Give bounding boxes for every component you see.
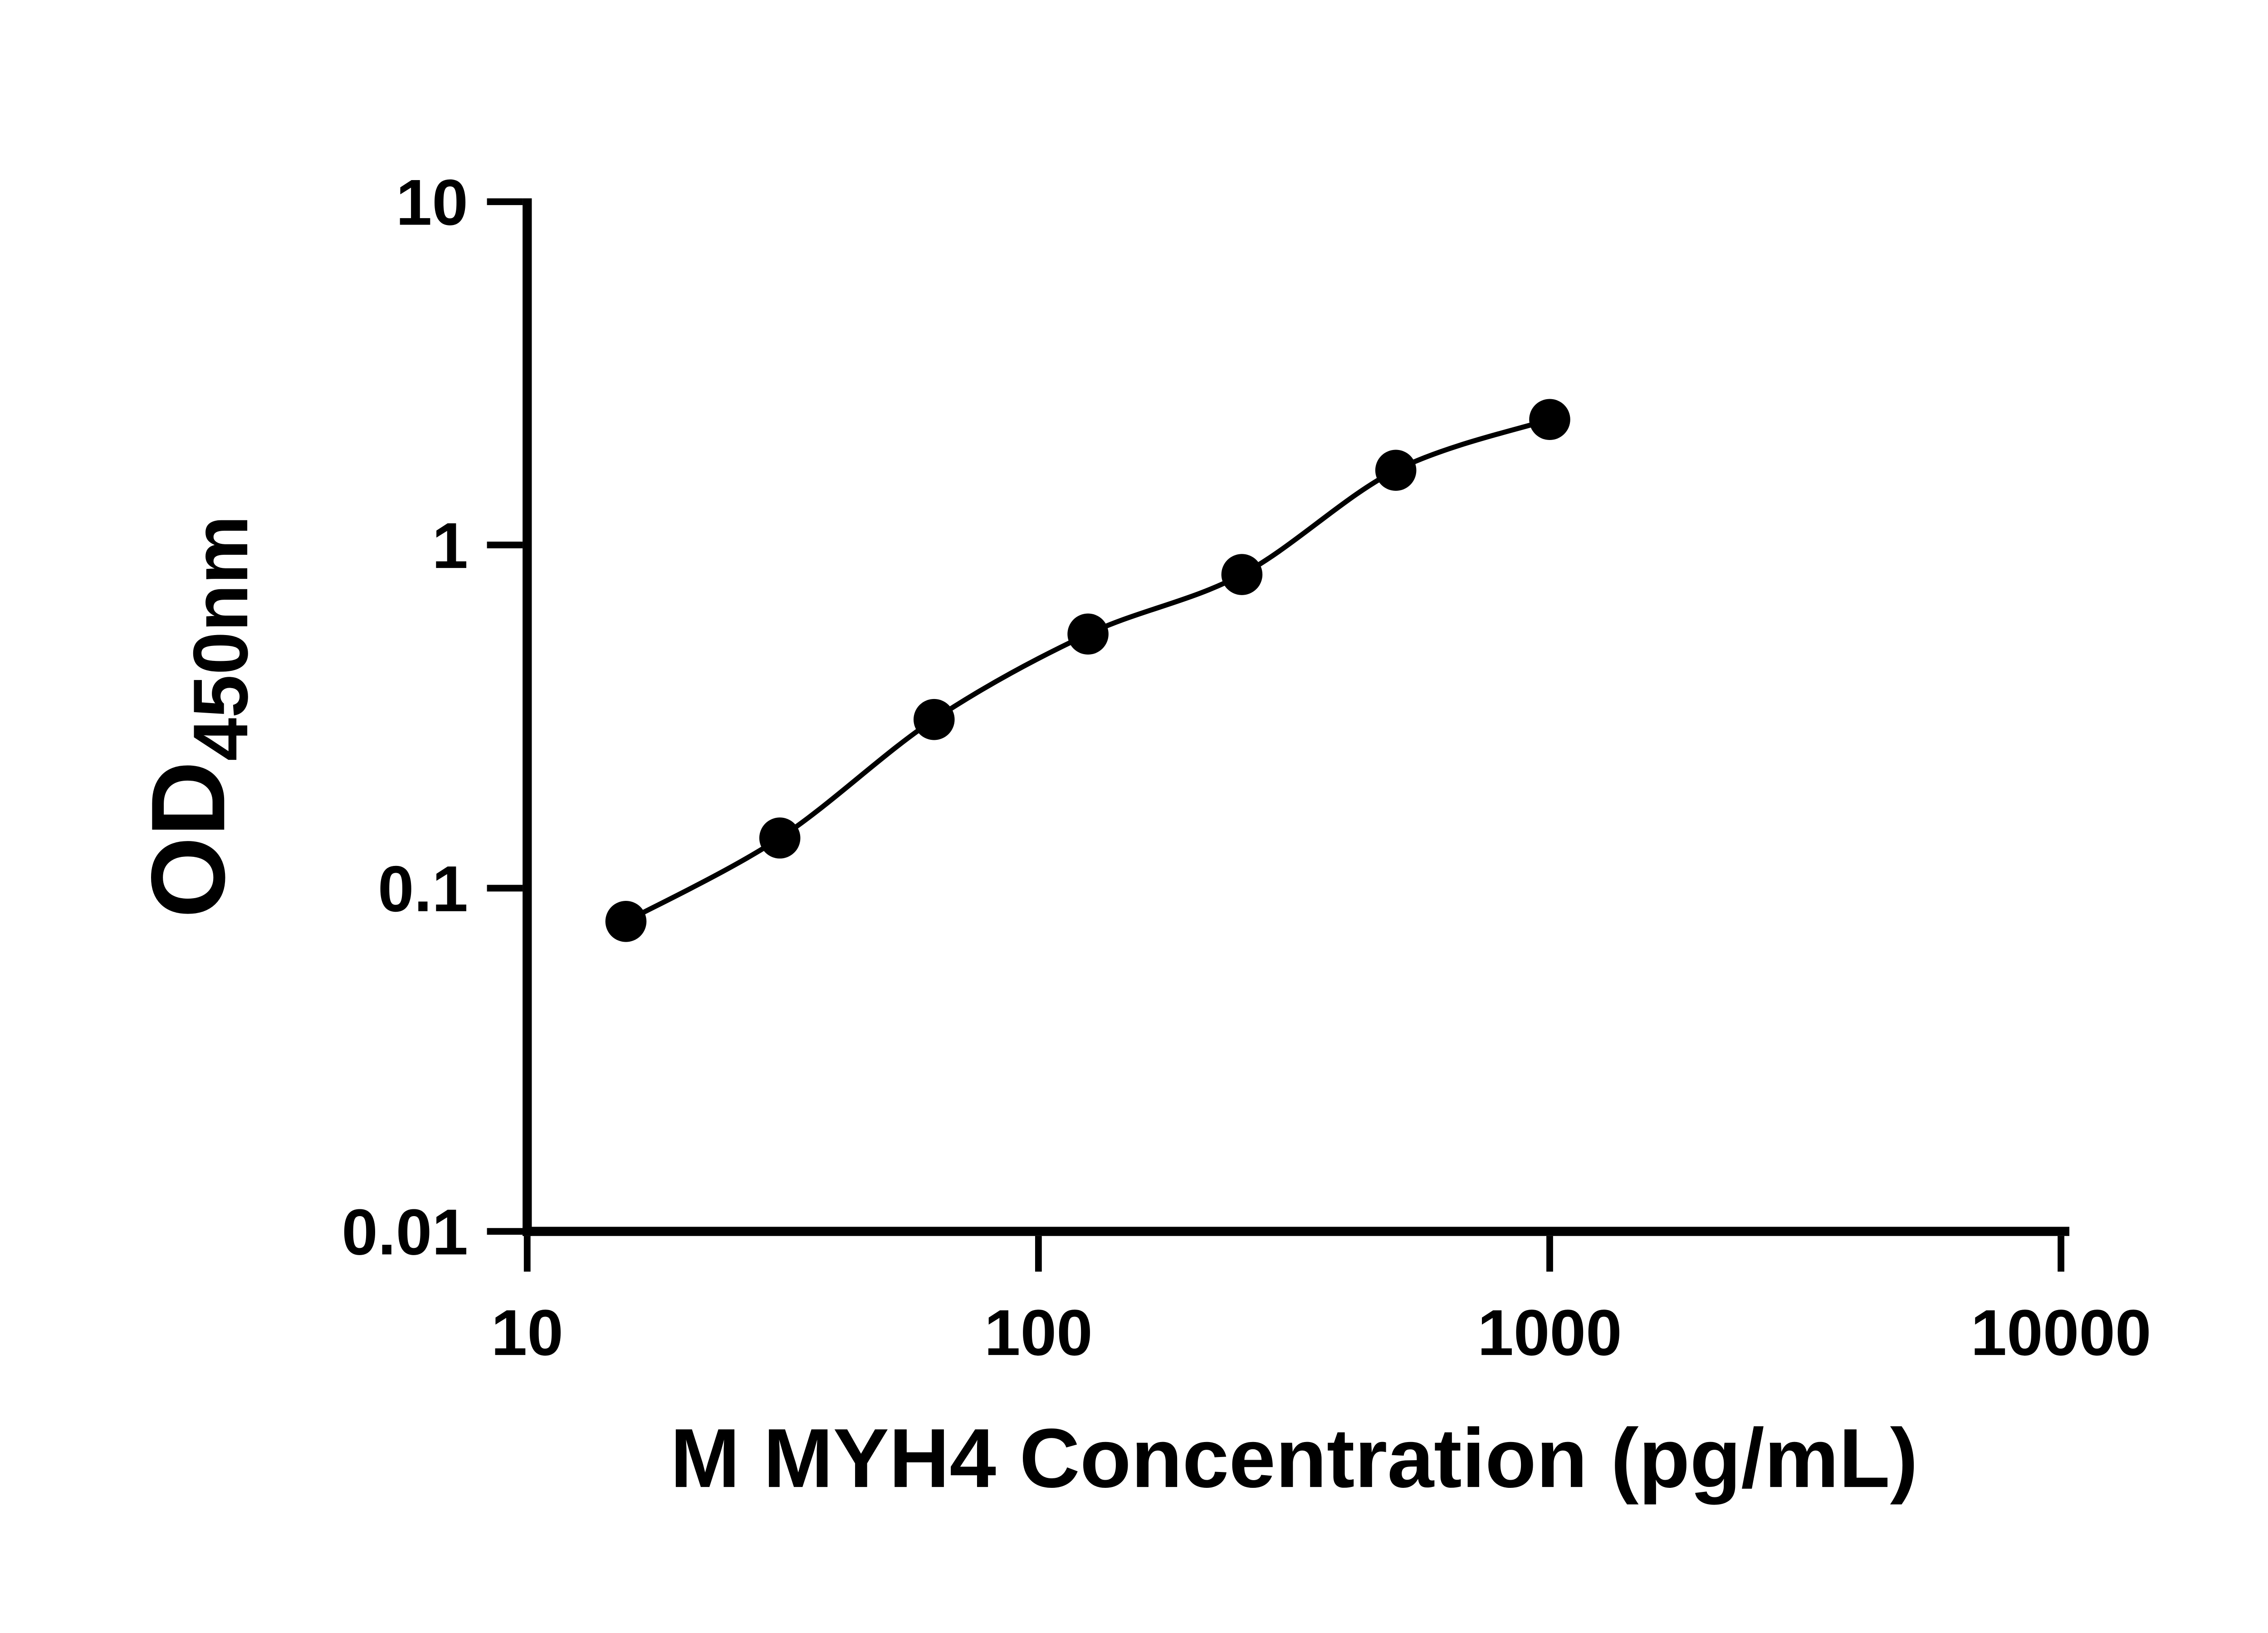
x-tick-label: 10000 [1971, 1296, 2151, 1369]
y-axis-title: OD450nm [129, 515, 264, 918]
y-tick-label: 0.1 [378, 853, 468, 925]
y-tick-label: 0.01 [342, 1196, 468, 1268]
y-axis-title-main: OD [129, 761, 246, 918]
data-point [1529, 399, 1570, 440]
x-tick-label: 10 [491, 1296, 563, 1369]
x-tick-label: 100 [984, 1296, 1093, 1369]
data-point [1221, 554, 1263, 595]
y-tick-label: 1 [432, 509, 468, 582]
x-axis: 10 100 1000 10000 [491, 1227, 2151, 1369]
y-tick-label: 10 [396, 166, 468, 239]
data-point [1375, 450, 1417, 491]
x-tick-label: 1000 [1477, 1296, 1622, 1369]
data-point [759, 817, 801, 859]
y-axis-title-sub: 450nm [177, 515, 264, 761]
data-point [914, 699, 955, 740]
data-series [605, 399, 1570, 942]
y-axis: 10 1 0.1 0.01 [342, 166, 532, 1268]
data-point [1067, 613, 1109, 655]
data-point [605, 901, 647, 942]
x-axis-title: M MYH4 Concentration (pg/mL) [670, 1412, 1918, 1505]
